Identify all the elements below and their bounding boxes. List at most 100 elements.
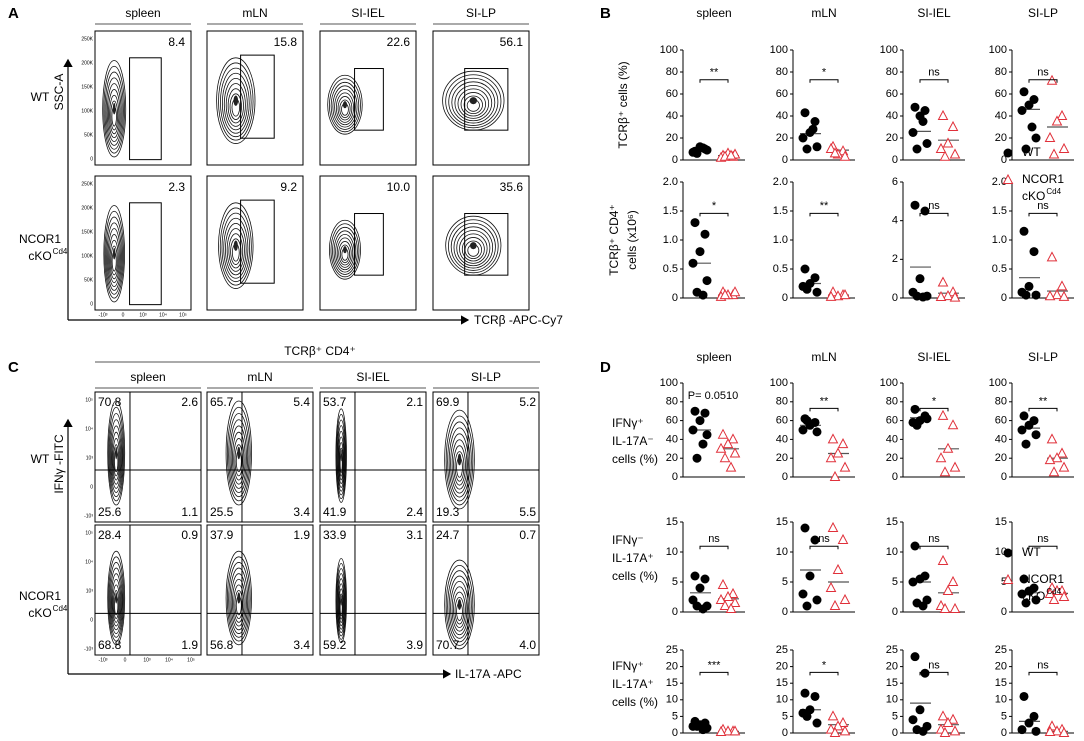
- y-tick-label: 10⁴: [85, 426, 93, 432]
- ko-point: [1048, 466, 1060, 477]
- y-tick-label: 20: [995, 661, 1007, 673]
- wt-point: [1024, 420, 1034, 430]
- contour: [226, 406, 251, 502]
- contour: [228, 413, 250, 498]
- wt-point: [1017, 425, 1027, 435]
- ko-point: [939, 150, 951, 161]
- wt-point: [1019, 411, 1029, 421]
- significance: *: [822, 659, 827, 671]
- x-tick-label: 10⁴: [165, 657, 173, 663]
- wt-point: [698, 725, 708, 735]
- contour: [218, 62, 254, 141]
- ko-point: [942, 289, 954, 301]
- scatter-plot: [900, 521, 965, 613]
- ko-point: [825, 452, 837, 463]
- y-axis-label: TCRβ⁺ CD4⁺: [607, 204, 621, 276]
- wt-point: [812, 718, 822, 728]
- contour-core: [340, 595, 342, 606]
- y-tick-label: 10⁵: [85, 397, 93, 403]
- y-tick-label: 1.0: [773, 234, 788, 246]
- y-tick-label: 100: [880, 377, 898, 389]
- group-name: NCOR1: [19, 589, 61, 603]
- sig-bracket: [809, 407, 839, 412]
- quadrant-value: 3.9: [406, 638, 423, 652]
- group-sup: Cd4: [1046, 187, 1061, 196]
- y-tick-label: 15: [776, 516, 788, 528]
- ko-point: [937, 109, 949, 120]
- scatter-plot: [1009, 49, 1074, 161]
- contour: [339, 99, 351, 119]
- sig-bracket: [1028, 79, 1058, 83]
- wt-point: [922, 414, 932, 424]
- wt-point: [1024, 281, 1034, 291]
- group-name-2: cKO: [28, 249, 51, 263]
- ko-point: [839, 461, 851, 472]
- y-tick-label: 2.0: [773, 176, 788, 188]
- wt-point: [920, 668, 930, 678]
- panel-letter: A: [8, 5, 19, 22]
- ko-point: [837, 716, 849, 728]
- contour: [336, 414, 347, 500]
- y-tick-label: 0: [90, 156, 93, 162]
- wt-point: [800, 264, 810, 274]
- y-tick-label: 20: [886, 452, 898, 464]
- quadrant-value: 5.5: [519, 505, 536, 519]
- contour: [109, 94, 120, 135]
- y-tick-label: 25: [995, 644, 1007, 656]
- wt-point: [1017, 106, 1027, 115]
- y-tick-label: 2: [892, 253, 898, 265]
- ko-point: [1046, 251, 1058, 262]
- scatter-plot: [790, 649, 855, 737]
- flow-plot: [432, 175, 530, 311]
- gate-value: 2.3: [168, 180, 185, 194]
- contour: [223, 217, 249, 279]
- x-tick-label: 0: [124, 657, 127, 663]
- ko-point: [947, 419, 959, 430]
- contour: [330, 223, 360, 278]
- contour: [228, 233, 244, 269]
- wt-point: [700, 574, 710, 584]
- wt-point: [702, 276, 712, 286]
- ko-point: [1044, 454, 1056, 465]
- significance: *: [822, 67, 827, 79]
- quadrant-value: 19.3: [436, 505, 460, 519]
- contour: [227, 88, 244, 124]
- wt-point: [695, 416, 705, 426]
- quadrant-value: 68.8: [98, 638, 122, 652]
- ko-point: [719, 289, 731, 300]
- wt-point: [910, 200, 920, 210]
- ko-point: [825, 581, 837, 592]
- sig-bracket: [699, 212, 729, 217]
- significance: ns: [708, 533, 720, 545]
- contour: [335, 558, 347, 644]
- scatter-plot: [680, 649, 745, 737]
- y-tick-label: 50K: [84, 277, 94, 283]
- quadrant-value: 59.2: [323, 638, 347, 652]
- flow-plot: [206, 30, 304, 166]
- ko-point: [825, 142, 837, 153]
- wt-point: [810, 691, 820, 701]
- y-tick-label: 0: [892, 154, 898, 166]
- ko-point: [947, 713, 959, 724]
- wt-point: [690, 571, 700, 581]
- y-tick-label: 40: [886, 110, 898, 122]
- ko-point: [719, 599, 731, 610]
- y-tick-label: 100: [660, 44, 678, 56]
- contour: [107, 228, 121, 287]
- contour: [225, 550, 252, 646]
- contour: [233, 438, 245, 481]
- y-tick-label: 25: [776, 644, 788, 656]
- y-tick-label: 40: [886, 433, 898, 445]
- contour: [339, 593, 344, 620]
- y-tick-label: 60: [776, 415, 788, 427]
- y-tick-label: 20: [886, 661, 898, 673]
- contour: [108, 556, 125, 642]
- y-tick-label: 60: [886, 88, 898, 100]
- scatter-plot: [1009, 382, 1074, 478]
- x-tick-label: 10⁴: [159, 312, 167, 318]
- significance: ***: [708, 659, 722, 671]
- y-tick-label: 25: [886, 644, 898, 656]
- contour-core: [343, 246, 347, 254]
- wt-point: [1031, 595, 1041, 605]
- wt-point: [800, 523, 810, 533]
